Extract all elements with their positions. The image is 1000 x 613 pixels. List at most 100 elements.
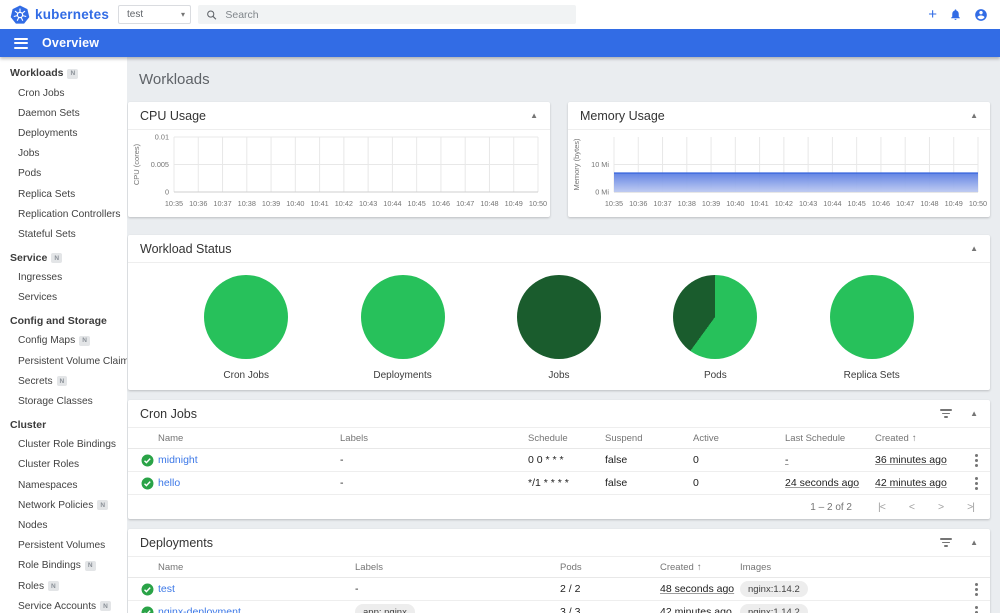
svg-text:0.01: 0.01	[155, 133, 169, 142]
namespaced-badge: N	[79, 335, 90, 346]
svg-text:0 Mi: 0 Mi	[595, 188, 609, 197]
search-bar[interactable]	[198, 5, 576, 24]
cron-jobs-title: Cron Jobs	[140, 406, 197, 421]
cell-labels: app: nginx	[355, 604, 560, 613]
create-plus-icon[interactable]: +	[928, 6, 937, 23]
namespace-selector[interactable]: test ▾	[118, 5, 191, 24]
menu-hamburger-icon[interactable]	[14, 37, 28, 49]
sidebar-item-storage-classes[interactable]: Storage Classes	[18, 396, 93, 408]
sidebar-item-persistent-volumes[interactable]: Persistent Volumes	[18, 540, 106, 552]
column-header-active: Active	[693, 432, 719, 444]
sidebar-item-role-bindings[interactable]: Role Bindings N	[0, 556, 127, 576]
sidebar-item-cluster-roles[interactable]: Cluster Roles	[18, 459, 80, 471]
top-bar: kubernetes test ▾ +	[0, 0, 1000, 29]
account-icon[interactable]	[974, 8, 988, 22]
label-chip: app: nginx	[355, 604, 415, 613]
sidebar-item-jobs[interactable]: Jobs	[18, 148, 40, 160]
sidebar-item-replica-sets[interactable]: Replica Sets	[18, 188, 76, 200]
search-input[interactable]	[225, 8, 568, 21]
sidebar-item-services[interactable]: Services	[18, 292, 58, 304]
workload-status-pies: Cron Jobs Deployments Jobs Pods Replica Sets	[128, 263, 990, 381]
cell-name[interactable]: midnight	[158, 454, 198, 466]
column-header-schedule: Schedule	[528, 432, 568, 444]
collapse-caret-icon[interactable]: ▲	[970, 244, 978, 253]
notifications-bell-icon[interactable]	[949, 8, 962, 21]
sidebar-item-ingresses[interactable]: Ingresses	[18, 272, 63, 284]
cell-pods: 2 / 2	[560, 583, 581, 595]
sidebar-item-roles[interactable]: Roles N	[0, 576, 127, 596]
collapse-caret-icon[interactable]: ▲	[970, 409, 978, 418]
sidebar-item-pods[interactable]: Pods	[18, 168, 42, 180]
pie-chart-replica-sets	[829, 275, 914, 359]
cell-suspend: false	[605, 477, 628, 489]
pie-label: Pods	[703, 370, 727, 381]
kubernetes-logo[interactable]: kubernetes	[0, 5, 118, 25]
memory-usage-title: Memory Usage	[580, 108, 665, 123]
svg-text:10:37: 10:37	[653, 199, 671, 208]
cell-created: 42 minutes ago	[875, 477, 975, 489]
column-header-created: Created ↑	[875, 432, 917, 444]
cell-created: 42 minutes ago	[660, 606, 740, 613]
pie-label: Replica Sets	[843, 370, 900, 381]
sidebar-item-nodes[interactable]: Nodes	[18, 519, 48, 531]
filter-icon[interactable]	[940, 409, 953, 418]
cell-labels: -	[340, 454, 344, 466]
sidebar-item-stateful-sets[interactable]: Stateful Sets	[18, 228, 76, 240]
previous-page-icon[interactable]: <	[908, 501, 915, 513]
first-page-icon[interactable]: |<	[878, 501, 886, 513]
page-title: Workloads	[139, 71, 210, 88]
cell-schedule: 0 0 * * *	[528, 454, 564, 466]
svg-text:10:44: 10:44	[823, 199, 841, 208]
last-page-icon[interactable]: >|	[967, 501, 975, 513]
memory-usage-card: Memory Usage ▲ 10:35 10:36 10:37 10:38 10:39…	[568, 102, 990, 217]
svg-text:10:41: 10:41	[310, 199, 328, 208]
workload-pie-cron-jobs: Cron Jobs	[171, 275, 321, 381]
column-header-labels: Labels	[355, 561, 383, 573]
memory-usage-chart: 10:35 10:36 10:37 10:38 10:39 10:40 10:41 10:42…	[572, 137, 987, 208]
status-success-icon	[136, 583, 158, 596]
svg-text:10:49: 10:49	[945, 199, 963, 208]
column-header-suspend: Suspend	[605, 432, 643, 444]
next-page-icon[interactable]: >	[938, 501, 944, 513]
svg-text:0: 0	[165, 188, 169, 197]
cell-images: nginx:1.14.2	[740, 604, 950, 613]
sidebar-item-service-accounts[interactable]: Service Accounts N	[0, 596, 127, 613]
sidebar-header-cluster: Cluster	[10, 418, 47, 431]
cell-name[interactable]: nginx-deployment	[158, 606, 241, 613]
collapse-caret-icon[interactable]: ▲	[530, 111, 538, 120]
workload-pie-replica-sets: Replica Sets	[797, 275, 947, 381]
sidebar-item-cluster-role-bindings[interactable]: Cluster Role Bindings	[18, 439, 116, 451]
sidebar-item-replication-controllers[interactable]: Replication Controllers	[18, 208, 121, 220]
namespaced-badge: N	[56, 376, 68, 387]
workload-pie-jobs: Jobs	[484, 275, 634, 381]
svg-text:10:49: 10:49	[505, 199, 523, 208]
svg-text:10:35: 10:35	[605, 199, 623, 208]
relative-time: 36 minutes ago	[875, 454, 947, 466]
filter-icon[interactable]	[940, 538, 953, 547]
collapse-caret-icon[interactable]: ▲	[970, 538, 978, 547]
row-kebab-menu-icon[interactable]	[975, 453, 990, 467]
cell-labels: -	[340, 477, 344, 489]
check-circle-icon	[141, 454, 153, 466]
column-header-last-schedule: Last Schedule	[785, 432, 846, 444]
kubernetes-logo-icon	[10, 5, 30, 24]
row-kebab-menu-icon[interactable]	[975, 476, 990, 490]
sidebar-item-cron-jobs[interactable]: Cron Jobs	[18, 87, 65, 99]
sidebar-item-daemon-sets[interactable]: Daemon Sets	[18, 107, 80, 119]
sidebar-item-config-maps[interactable]: Config Maps N	[0, 331, 127, 351]
sidebar-item-deployments[interactable]: Deployments	[18, 127, 78, 139]
sidebar-item-persistent-volume-claims[interactable]: Persistent Volume ClaimsN	[0, 351, 127, 371]
namespaced-badge: N	[48, 581, 59, 592]
row-kebab-menu-icon[interactable]	[975, 605, 990, 613]
namespaced-badge: N	[84, 560, 96, 571]
sidebar-item-secrets[interactable]: Secrets N	[0, 371, 127, 391]
pie-chart-jobs	[516, 275, 601, 359]
collapse-caret-icon[interactable]: ▲	[970, 111, 978, 120]
sidebar-item-namespaces[interactable]: Namespaces	[18, 479, 78, 491]
logo-text: kubernetes	[35, 7, 110, 22]
cpu-usage-card: CPU Usage ▲ 10:35 10:36 10:37 10:38 10:39 10:…	[128, 102, 550, 217]
sidebar-item-network-policies[interactable]: Network Policies N	[0, 495, 127, 515]
cell-name[interactable]: test	[158, 583, 175, 595]
row-kebab-menu-icon[interactable]	[975, 582, 990, 596]
cell-name[interactable]: hello	[158, 477, 181, 489]
